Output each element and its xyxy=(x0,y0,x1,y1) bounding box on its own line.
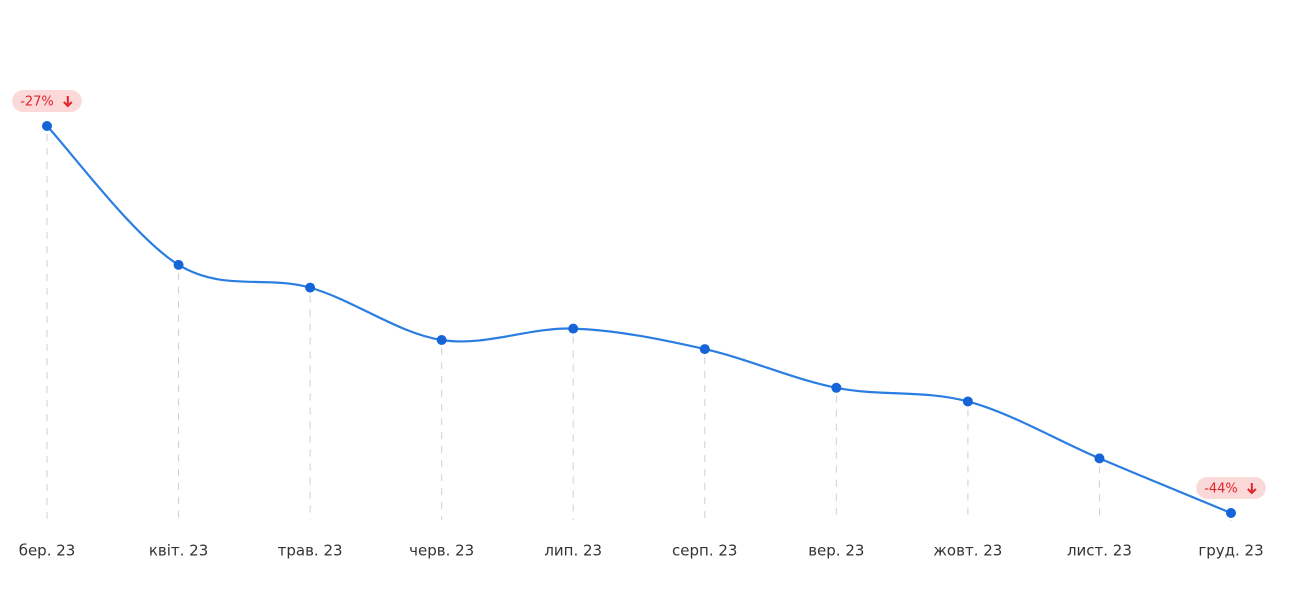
x-tick-label: черв. 23 xyxy=(409,542,474,560)
down-arrow-icon xyxy=(63,96,73,108)
x-tick-label: вер. 23 xyxy=(808,542,864,560)
point xyxy=(699,344,710,355)
point xyxy=(831,382,842,393)
point xyxy=(962,396,973,407)
badge-bg xyxy=(12,90,82,112)
point xyxy=(42,121,52,131)
point xyxy=(1226,508,1236,518)
point xyxy=(568,323,579,334)
x-tick-label: жовт. 23 xyxy=(933,542,1002,560)
x-tick-label: лип. 23 xyxy=(544,542,602,560)
value-label: -27% xyxy=(20,95,54,110)
value-badge: -44% xyxy=(1196,477,1266,499)
x-tick-label: трав. 23 xyxy=(278,542,343,560)
value-badge: -27% xyxy=(12,90,82,112)
x-tick-label: квіт. 23 xyxy=(149,542,208,560)
point xyxy=(436,334,447,345)
point xyxy=(173,259,184,270)
x-tick-label: серп. 23 xyxy=(672,542,737,560)
line xyxy=(46,125,1232,515)
value-label: -44% xyxy=(1204,482,1238,497)
badge-bg xyxy=(1196,477,1266,499)
point xyxy=(305,282,316,293)
x-tick-label: груд. 23 xyxy=(1198,542,1263,560)
point xyxy=(1094,453,1105,464)
down-arrow-icon xyxy=(1247,483,1257,495)
x-tick-label: лист. 23 xyxy=(1067,542,1132,560)
x-tick-label: бер. 23 xyxy=(19,542,76,560)
